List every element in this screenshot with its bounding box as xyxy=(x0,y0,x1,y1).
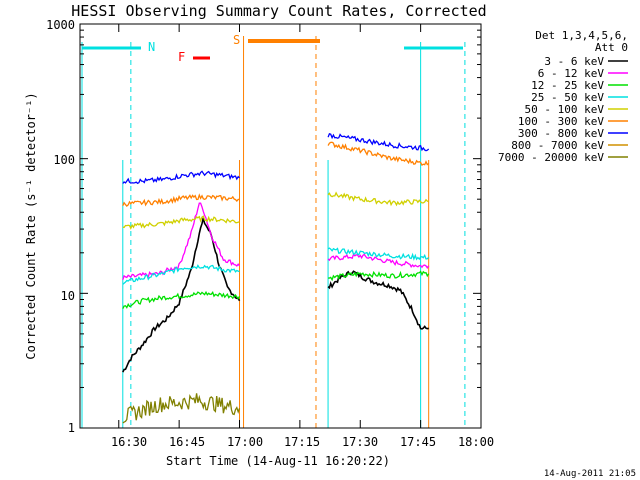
legend-label-100-300-kev: 100 - 300 keV xyxy=(518,115,604,128)
x-tick-label-1715: 17:15 xyxy=(284,435,320,449)
series-line-300-800-kev-seg2 xyxy=(327,132,430,152)
series-line-25-50-kev-seg2 xyxy=(327,247,430,261)
series-line-7000-20000-kev-seg1 xyxy=(122,393,241,424)
legend-label-50-100-kev: 50 - 100 keV xyxy=(525,103,605,116)
legend-label-12-25-kev: 12 - 25 keV xyxy=(531,79,604,92)
series-lines xyxy=(122,132,430,424)
x-tick-label-1645: 16:45 xyxy=(169,435,205,449)
x-tick-label-1800: 18:00 xyxy=(458,435,494,449)
y-tick-label-1000: 1000 xyxy=(46,18,75,32)
legend-header-line-2: Att 0 xyxy=(595,41,628,54)
legend-label-25-50-kev: 25 - 50 keV xyxy=(531,91,604,104)
series-line-50-100-kev-seg2 xyxy=(327,191,429,207)
legend-label-7000-20000-kev: 7000 - 20000 keV xyxy=(498,151,604,164)
legend-label-800-7000-kev: 800 - 7000 keV xyxy=(511,139,604,152)
y-tick-labels: 1 10 100 1000 xyxy=(46,18,75,435)
x-tick-label-1730: 17:30 xyxy=(342,435,378,449)
series-line-6-12-kev-seg1 xyxy=(122,202,241,281)
legend-label-300-800-kev: 300 - 800 keV xyxy=(518,127,604,140)
legend-header-line-1: Det 1,3,4,5,6, xyxy=(535,29,628,42)
footer-date: 14-Aug-2011 21:05 xyxy=(544,469,636,479)
series-line-6-12-kev-seg2 xyxy=(327,253,430,269)
night-flag-label: N xyxy=(148,40,155,54)
x-axis-label: Start Time (14-Aug-11 16:20:22) xyxy=(166,454,390,468)
observation-bands xyxy=(81,36,466,428)
saa-flag-label: S xyxy=(233,33,240,47)
flag-markers: N F S xyxy=(82,33,463,64)
series-line-100-300-kev-seg1 xyxy=(122,193,240,208)
series-line-100-300-kev-seg2 xyxy=(327,141,430,167)
x-tick-label-1745: 17:45 xyxy=(400,435,436,449)
x-tick-label-1630: 16:30 xyxy=(111,435,147,449)
y-tick-label-1: 1 xyxy=(68,421,75,435)
series-line-12-25-kev-seg2 xyxy=(328,270,430,282)
y-tick-label-100: 100 xyxy=(53,153,75,167)
legend-label-3-6-kev: 3 - 6 keV xyxy=(544,55,604,68)
series-line-25-50-kev-seg1 xyxy=(122,264,240,285)
chart-title: HESSI Observing Summary Count Rates, Cor… xyxy=(71,2,486,20)
flare-flag-label: F xyxy=(178,50,185,64)
y-axis-label: Corrected Count Rate (s⁻¹ detector⁻¹) xyxy=(24,92,38,359)
series-line-3-6-kev-seg2 xyxy=(327,270,429,330)
y-tick-label-10: 10 xyxy=(61,289,75,303)
axis-ticks xyxy=(80,24,482,429)
plot-frame xyxy=(79,23,482,429)
x-tick-label-1700: 17:00 xyxy=(227,435,263,449)
series-line-300-800-kev-seg1 xyxy=(122,170,240,185)
legend-label-6-12-kev: 6 - 12 keV xyxy=(538,67,605,80)
series-line-50-100-kev-seg1 xyxy=(122,215,240,230)
series-line-12-25-kev-seg1 xyxy=(122,290,241,309)
x-tick-labels: 16:30 16:45 17:00 17:15 17:30 17:45 18:0… xyxy=(111,435,494,449)
